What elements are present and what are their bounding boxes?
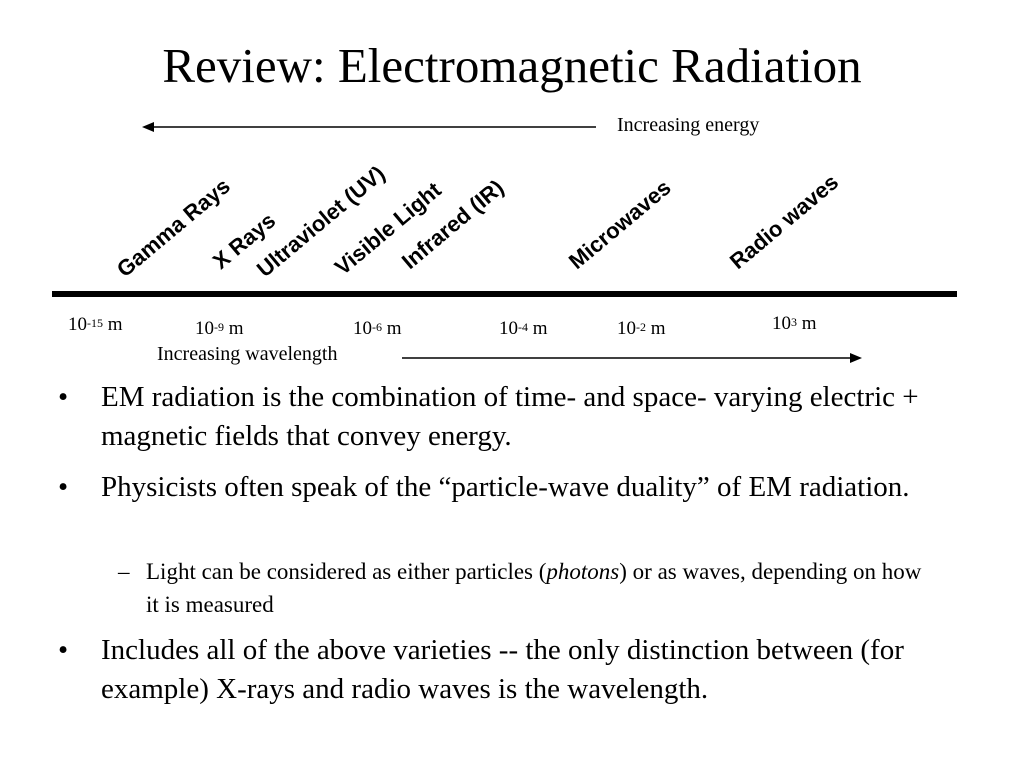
tick-label: 10-15 m: [68, 314, 123, 335]
sub-bullet-text: Light can be considered as either partic…: [146, 559, 922, 617]
tick-label: 10-9 m: [195, 318, 244, 339]
bullet-text: EM radiation is the combination of time-…: [101, 381, 919, 452]
tick-label: 10-2 m: [617, 318, 666, 339]
energy-arrow: [142, 122, 596, 132]
bullet-text: Physicists often speak of the “particle-…: [101, 471, 910, 503]
wavelength-label: Increasing wavelength: [157, 343, 338, 365]
bullet-item: • Physicists often speak of the “particl…: [58, 468, 946, 507]
tick-label: 10-4 m: [499, 318, 548, 339]
bullet-mark: •: [58, 381, 69, 413]
bullet-mark: •: [58, 471, 69, 503]
sub-bullet-item: – Light can be considered as either part…: [118, 555, 923, 621]
band-radio-waves: Radio waves: [724, 169, 844, 274]
bullet-text: Includes all of the above varieties -- t…: [101, 634, 904, 705]
photons-emphasis: photons: [546, 559, 620, 584]
tick-label: 103 m: [772, 313, 817, 334]
bullet-item: • Includes all of the above varieties --…: [58, 631, 946, 709]
sub-bullet-mark: –: [118, 559, 130, 584]
band-microwaves: Microwaves: [563, 174, 676, 274]
spectrum-axis: [52, 291, 957, 297]
bullet-item: • EM radiation is the combination of tim…: [58, 378, 946, 456]
tick-label: 10-6 m: [353, 318, 402, 339]
wavelength-arrow: [402, 353, 862, 363]
bullet-mark: •: [58, 634, 69, 666]
energy-label: Increasing energy: [617, 114, 760, 136]
slide-title: Review: Electromagnetic Radiation: [162, 38, 862, 93]
